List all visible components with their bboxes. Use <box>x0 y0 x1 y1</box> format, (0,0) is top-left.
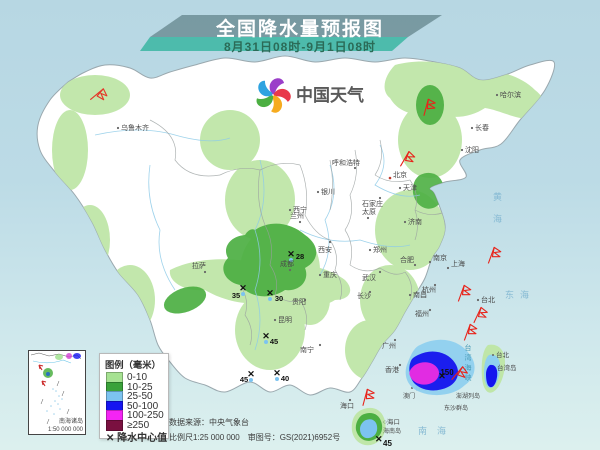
svg-text:30: 30 <box>275 294 283 303</box>
svg-text:天津: 天津 <box>403 184 417 192</box>
svg-text:拉萨: 拉萨 <box>192 261 206 270</box>
svg-text:兰州: 兰州 <box>290 211 304 220</box>
svg-text:沈阳: 沈阳 <box>465 145 479 154</box>
svg-text:✕: ✕ <box>262 331 270 341</box>
svg-text:○海口: ○海口 <box>383 417 400 426</box>
svg-text:哈尔滨: 哈尔滨 <box>500 90 521 99</box>
svg-text:济南: 济南 <box>408 217 422 226</box>
svg-text:海南岛: 海南岛 <box>383 427 401 435</box>
svg-text:澳门: 澳门 <box>403 392 415 400</box>
svg-text:28: 28 <box>296 252 304 261</box>
svg-text:呼和浩特: 呼和浩特 <box>332 158 360 167</box>
svg-text:南宁: 南宁 <box>300 345 314 354</box>
svg-text:台: 台 <box>465 343 472 352</box>
svg-text:广州: 广州 <box>382 341 396 350</box>
svg-text:台湾岛: 台湾岛 <box>497 363 517 372</box>
svg-text:湾: 湾 <box>465 353 472 362</box>
svg-text:海口: 海口 <box>340 401 354 410</box>
svg-text:石家庄: 石家庄 <box>362 199 383 208</box>
svg-text:南京: 南京 <box>433 253 447 262</box>
svg-text:贵阳: 贵阳 <box>292 297 306 306</box>
svg-text:35: 35 <box>232 291 240 300</box>
svg-text:45: 45 <box>240 375 248 384</box>
svg-text:成都: 成都 <box>280 259 294 268</box>
svg-text:台北: 台北 <box>481 295 495 304</box>
svg-text:✕: ✕ <box>438 371 446 381</box>
svg-text:武汉: 武汉 <box>362 273 376 282</box>
svg-text:海: 海 <box>493 213 502 224</box>
svg-text:✕: ✕ <box>375 434 383 444</box>
svg-text:东沙群岛: 东沙群岛 <box>444 404 468 412</box>
svg-text:✕: ✕ <box>239 283 247 293</box>
svg-text:长沙: 长沙 <box>357 291 371 300</box>
svg-text:合肥: 合肥 <box>400 255 414 264</box>
svg-text:西安: 西安 <box>318 245 332 254</box>
svg-text:银川: 银川 <box>321 187 335 196</box>
svg-text:台北: 台北 <box>496 350 510 359</box>
svg-text:香港: 香港 <box>385 365 399 374</box>
svg-text:✕: ✕ <box>247 369 255 379</box>
svg-text:黄: 黄 <box>493 191 502 202</box>
svg-text:澎湖列岛: 澎湖列岛 <box>456 392 480 400</box>
svg-text:南海: 南海 <box>418 425 456 436</box>
svg-text:太原: 太原 <box>362 207 376 216</box>
svg-text:✕: ✕ <box>287 249 295 259</box>
svg-text:上海: 上海 <box>451 259 465 268</box>
svg-text:中国天气: 中国天气 <box>296 85 364 105</box>
svg-text:✕: ✕ <box>273 368 281 378</box>
svg-text:重庆: 重庆 <box>323 270 337 279</box>
svg-text:长春: 长春 <box>475 123 489 132</box>
svg-text:45: 45 <box>270 337 278 346</box>
svg-text:乌鲁木齐: 乌鲁木齐 <box>121 123 149 132</box>
svg-text:昆明: 昆明 <box>278 316 292 324</box>
svg-text:峡: 峡 <box>465 373 472 382</box>
svg-text:东海: 东海 <box>505 289 535 300</box>
svg-text:南昌: 南昌 <box>413 290 427 299</box>
svg-text:福州: 福州 <box>415 309 429 318</box>
svg-text:✕: ✕ <box>266 288 274 298</box>
svg-text:40: 40 <box>281 374 289 383</box>
svg-text:郑州: 郑州 <box>373 246 387 254</box>
svg-text:45: 45 <box>383 439 392 448</box>
svg-text:北京: 北京 <box>393 170 407 179</box>
